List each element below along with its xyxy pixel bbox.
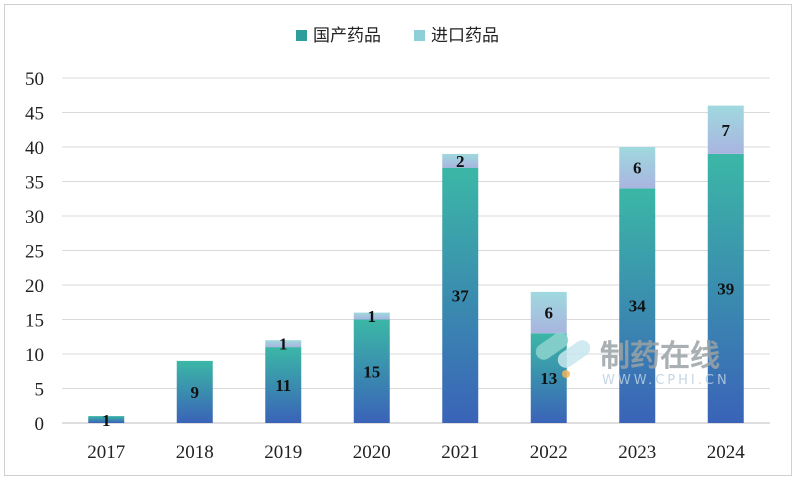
bar-domestic-2023 <box>619 188 656 423</box>
x-tick-label: 2018 <box>176 442 214 463</box>
bar-import-2024 <box>707 105 744 154</box>
y-tick-label: 20 <box>25 276 44 297</box>
bar-domestic-2021 <box>442 167 479 423</box>
bar-import-2023 <box>619 147 656 189</box>
bar-import-2021 <box>442 153 479 168</box>
y-tick-label: 30 <box>25 207 44 228</box>
data-label-domestic-2021: 37 <box>452 286 470 305</box>
y-axis-ticks: 0 5 10 15 20 25 30 35 40 45 50 <box>25 69 44 435</box>
x-tick-label: 2024 <box>707 442 746 463</box>
x-tick-label: 2020 <box>353 442 391 463</box>
x-tick-label: 2023 <box>618 442 656 463</box>
legend-swatch-domestic <box>296 30 307 41</box>
y-tick-label: 40 <box>25 138 44 159</box>
data-label-import-2019: 1 <box>279 335 288 354</box>
data-label-domestic-2017: 1 <box>102 411 111 430</box>
watermark-text: 制药在线 <box>600 339 720 374</box>
bar-import-2022 <box>530 291 567 334</box>
y-tick-label: 0 <box>35 414 45 435</box>
x-tick-label: 2019 <box>264 442 302 463</box>
x-tick-label: 2021 <box>441 442 479 463</box>
bar-domestic-2018 <box>176 360 213 423</box>
data-label-domestic-2022: 13 <box>540 369 557 388</box>
legend: 国产药品 进口药品 <box>296 26 499 46</box>
data-label-domestic-2019: 11 <box>275 376 291 395</box>
legend-swatch-import <box>414 30 425 41</box>
x-tick-label: 2017 <box>87 442 125 463</box>
data-label-domestic-2018: 9 <box>191 383 200 402</box>
y-tick-label: 45 <box>25 104 44 125</box>
data-label-domestic-2024: 39 <box>717 279 734 298</box>
bar-domestic-2017 <box>88 416 125 423</box>
data-label-import-2020: 1 <box>368 307 377 326</box>
bar-domestic-2019 <box>265 347 302 423</box>
legend-label-import: 进口药品 <box>431 26 499 46</box>
x-axis-ticks: 2017 2018 2019 2020 2021 2022 2023 2024 <box>87 442 745 463</box>
data-label-domestic-2023: 34 <box>629 297 647 316</box>
bar-import-2020 <box>353 312 390 320</box>
bar-domestic-2020 <box>353 319 390 423</box>
bar-domestic-2024 <box>707 153 744 423</box>
bar-import-2019 <box>265 340 302 348</box>
y-tick-label: 15 <box>25 311 44 332</box>
data-label-import-2021: 2 <box>456 152 465 171</box>
data-label-import-2022: 6 <box>545 304 554 323</box>
legend-label-domestic: 国产药品 <box>313 26 381 46</box>
data-label-import-2023: 6 <box>633 159 642 178</box>
y-tick-label: 10 <box>25 345 44 366</box>
y-tick-label: 25 <box>25 242 44 263</box>
x-tick-label: 2022 <box>530 442 568 463</box>
watermark-logo-icon <box>535 332 591 378</box>
y-tick-label: 50 <box>25 69 44 90</box>
data-label-domestic-2020: 15 <box>363 362 380 381</box>
chart-frame <box>4 4 792 476</box>
y-tick-label: 35 <box>25 173 44 194</box>
watermark: 制药在线 WWW.CPHI.CN <box>535 332 730 388</box>
data-label-import-2024: 7 <box>722 121 731 140</box>
watermark-subtext: WWW.CPHI.CN <box>602 373 730 388</box>
y-tick-label: 5 <box>35 380 45 401</box>
